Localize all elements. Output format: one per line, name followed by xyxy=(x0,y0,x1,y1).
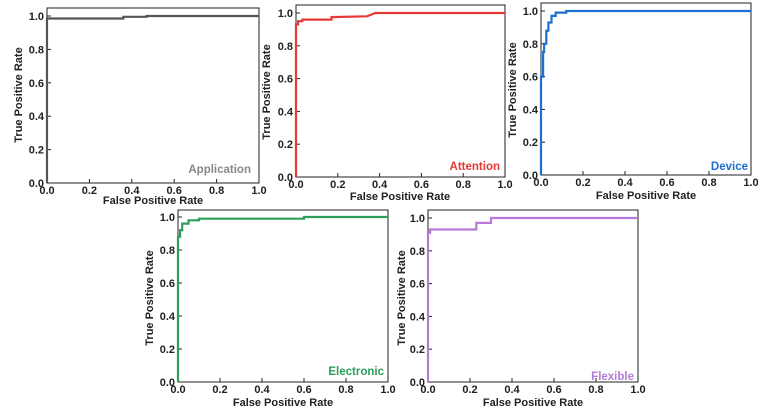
x-tick-label: 0.8 xyxy=(338,384,353,396)
x-tick-label: 1.0 xyxy=(251,185,266,197)
y-tick-label: 0.8 xyxy=(29,44,44,56)
legend-device: Device xyxy=(711,161,748,173)
x-tick-label: 0.6 xyxy=(296,384,311,396)
y-tick-label: 0.4 xyxy=(523,104,539,116)
y-tick-label: 0.2 xyxy=(523,137,538,149)
x-tick-label: 0.8 xyxy=(456,179,471,191)
y-axis-label: True Positive Rate xyxy=(507,42,519,137)
roc-panel-attention: 0.0 0.2 0.4 0.6 0.8 1.0 0.0 0.2 0.4 0.6 0.8 1.0 Fal… xyxy=(261,4,513,203)
x-tick-label: 0.0 xyxy=(39,185,54,197)
x-tick-label: 0.6 xyxy=(546,384,561,396)
x-tick-label: 0.2 xyxy=(82,185,97,197)
x-axis-label: False Positive Rate xyxy=(350,191,450,203)
y-tick-label: 0.6 xyxy=(278,74,293,86)
y-tick-label: 0.4 xyxy=(278,106,294,118)
y-tick-label: 0.4 xyxy=(160,311,176,323)
x-tick-label: 0.4 xyxy=(254,384,270,396)
roc-curve-attention xyxy=(294,11,505,177)
axis-ticks: 0.0 0.2 0.4 0.6 0.8 1.0 0.0 0.2 0.4 0.6 0.8 1.0 xyxy=(160,212,396,396)
plot-frame xyxy=(295,4,506,178)
x-tick-label: 0.0 xyxy=(533,177,548,189)
y-tick-label: 0.4 xyxy=(29,111,45,123)
y-tick-label: 1.0 xyxy=(29,11,44,23)
plot-frame xyxy=(540,2,752,176)
x-tick-label: 1.0 xyxy=(497,179,512,191)
y-tick-label: 0.2 xyxy=(29,145,44,157)
y-tick-label: 0.2 xyxy=(278,139,293,151)
x-axis-label: False Positive Rate xyxy=(483,397,583,409)
y-tick-label: 0.8 xyxy=(410,246,425,258)
y-tick-label: 0.2 xyxy=(410,344,425,356)
roc-curve-device xyxy=(539,9,751,175)
y-tick-label: 1.0 xyxy=(523,6,538,18)
legend-attention: Attention xyxy=(450,161,500,173)
y-tick-label: 0.8 xyxy=(160,245,175,257)
y-axis-label: True Positive Rate xyxy=(144,250,156,345)
roc-curve-flexible xyxy=(426,216,638,382)
roc-curve-application xyxy=(45,14,259,183)
x-tick-label: 0.8 xyxy=(701,177,716,189)
x-tick-label: 0.6 xyxy=(414,179,429,191)
y-tick-label: 0.4 xyxy=(410,311,426,323)
y-tick-label: 1.0 xyxy=(160,212,175,224)
y-tick-label: 0.2 xyxy=(160,344,175,356)
y-tick-label: 1.0 xyxy=(278,8,293,20)
y-tick-label: 0.0 xyxy=(29,178,44,190)
roc-panel-flexible: 0.0 0.2 0.4 0.6 0.8 1.0 0.0 0.2 0.4 0.6 0.8 1.0 Fal… xyxy=(396,209,646,409)
x-tick-label: 0.0 xyxy=(170,384,185,396)
y-axis-label: True Positive Rate xyxy=(261,44,273,139)
y-tick-label: 0.0 xyxy=(160,377,175,389)
x-tick-label: 0.8 xyxy=(588,384,603,396)
x-tick-label: 0.2 xyxy=(575,177,590,189)
legend-electronic: Electronic xyxy=(328,366,384,378)
axis-ticks: 0.0 0.2 0.4 0.6 0.8 1.0 0.0 0.2 0.4 0.6 0.8 1.0 xyxy=(410,213,646,396)
y-tick-label: 0.6 xyxy=(523,72,538,84)
x-tick-label: 0.4 xyxy=(504,384,520,396)
y-tick-label: 0.6 xyxy=(160,278,175,290)
axis-ticks: 0.0 0.2 0.4 0.6 0.8 1.0 0.0 0.2 0.4 0.6 0.8 1.0 xyxy=(523,6,759,189)
x-tick-label: 0.4 xyxy=(617,177,633,189)
y-tick-label: 1.0 xyxy=(410,213,425,225)
x-tick-label: 0.4 xyxy=(372,179,388,191)
plot-frame xyxy=(46,7,260,184)
x-tick-label: 0.2 xyxy=(212,384,227,396)
y-tick-label: 0.0 xyxy=(523,170,538,182)
x-tick-label: 0.0 xyxy=(420,384,435,396)
y-tick-label: 0.8 xyxy=(523,39,538,51)
x-tick-label: 0.8 xyxy=(209,185,224,197)
x-tick-label: 1.0 xyxy=(630,384,645,396)
legend-application: Application xyxy=(188,164,251,176)
x-tick-label: 0.6 xyxy=(167,185,182,197)
plot-frame xyxy=(177,209,389,383)
x-tick-label: 0.6 xyxy=(659,177,674,189)
y-tick-label: 0.0 xyxy=(278,172,293,184)
roc-curve-electronic xyxy=(176,215,388,382)
y-axis-label: True Positive Rate xyxy=(13,47,25,142)
roc-panel-application: 0.0 0.2 0.4 0.6 0.8 1.0 0.0 0.2 0.4 0.6 0.8 1.0 Fal… xyxy=(13,7,267,207)
axis-ticks: 0.0 0.2 0.4 0.6 0.8 1.0 0.0 0.2 0.4 0.6 0.8 1.0 xyxy=(29,11,267,197)
x-axis-label: False Positive Rate xyxy=(596,190,696,202)
x-tick-label: 1.0 xyxy=(380,384,395,396)
roc-panel-electronic: 0.0 0.2 0.4 0.6 0.8 1.0 0.0 0.2 0.4 0.6 0.8 1.0 Fal… xyxy=(144,209,396,409)
plot-frame xyxy=(427,209,639,383)
y-tick-label: 0.8 xyxy=(278,41,293,53)
x-axis-label: False Positive Rate xyxy=(233,397,333,409)
x-tick-label: 0.2 xyxy=(462,384,477,396)
y-tick-label: 0.6 xyxy=(410,279,425,291)
x-tick-label: 0.0 xyxy=(288,179,303,191)
axis-ticks: 0.0 0.2 0.4 0.6 0.8 1.0 0.0 0.2 0.4 0.6 0.8 1.0 xyxy=(278,8,513,191)
x-tick-label: 0.2 xyxy=(330,179,345,191)
legend-flexible: Flexible xyxy=(591,371,634,383)
roc-panel-device: 0.0 0.2 0.4 0.6 0.8 1.0 0.0 0.2 0.4 0.6 0.8 1.0 Fal… xyxy=(507,2,759,202)
x-tick-label: 1.0 xyxy=(743,177,758,189)
y-axis-label: True Positive Rate xyxy=(396,250,408,345)
y-tick-label: 0.0 xyxy=(410,377,425,389)
y-tick-label: 0.6 xyxy=(29,78,44,90)
x-tick-label: 0.4 xyxy=(124,185,140,197)
x-axis-label: False Positive Rate xyxy=(103,195,203,207)
